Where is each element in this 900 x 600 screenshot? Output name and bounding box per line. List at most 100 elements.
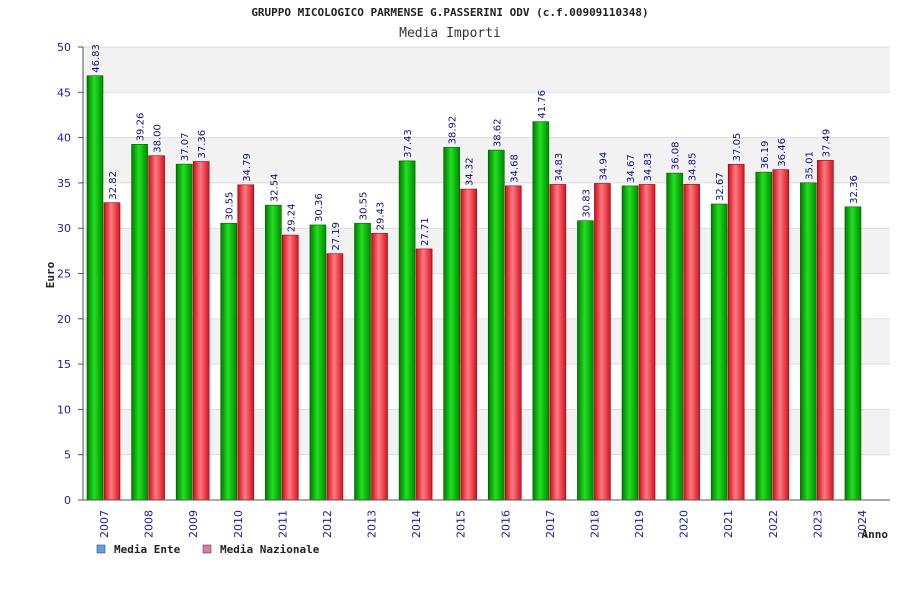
bar-ente-2016 (487, 149, 505, 501)
data-label-ente-2024: 32.36 (849, 175, 860, 204)
y-tick-label: 20 (57, 313, 71, 326)
x-tick-label-2024: 2024 (856, 510, 869, 538)
legend-swatch-nazionale (202, 544, 212, 554)
bars (86, 75, 862, 501)
data-label-ente-2019: 34.67 (626, 154, 637, 183)
bar-ente-2022 (755, 171, 773, 501)
bar-ente-2010 (220, 222, 238, 501)
data-label-ente-2010: 30.55 (225, 192, 236, 221)
bar-ente-2013 (354, 222, 371, 501)
y-tick-label: 50 (57, 41, 71, 54)
data-label-nazionale-2017: 34.83 (554, 153, 565, 182)
y-axis-label: Euro (44, 261, 57, 288)
x-tick-label-2019: 2019 (633, 510, 646, 538)
x-tick-label-2010: 2010 (232, 510, 245, 538)
bar-nazionale-2016 (504, 185, 522, 501)
x-tick-label-2015: 2015 (455, 510, 468, 538)
data-label-nazionale-2021: 37.05 (732, 133, 743, 162)
data-label-nazionale-2007: 32.82 (108, 171, 119, 200)
x-tick-label-2009: 2009 (187, 510, 200, 538)
bar-ente-2017 (532, 121, 550, 501)
data-label-ente-2012: 30.36 (314, 193, 325, 222)
legend-swatch-ente (96, 544, 106, 554)
chart-title: GRUPPO MICOLOGICO PARMENSE G.PASSERINI O… (251, 6, 648, 19)
x-tick-label-2013: 2013 (366, 510, 379, 538)
y-tick-label: 15 (57, 358, 71, 371)
bar-nazionale-2018 (594, 183, 611, 501)
data-label-nazionale-2015: 34.32 (465, 157, 476, 186)
y-tick-label: 5 (64, 449, 71, 462)
data-label-ente-2018: 30.83 (581, 189, 592, 218)
data-label-nazionale-2022: 36.46 (777, 138, 788, 167)
data-label-nazionale-2016: 34.68 (509, 154, 520, 183)
bar-nazionale-2022 (772, 169, 790, 501)
data-label-nazionale-2008: 38.00 (153, 124, 164, 153)
legend-label-nazionale: Media Nazionale (220, 543, 320, 556)
bar-ente-2018 (577, 220, 594, 501)
x-tick-label-2023: 2023 (811, 510, 824, 538)
bar-nazionale-2012 (326, 253, 344, 501)
x-tick-label-2007: 2007 (98, 510, 111, 538)
bar-nazionale-2013 (371, 233, 388, 501)
data-label-ente-2015: 38.92 (448, 116, 459, 145)
bar-nazionale-2007 (103, 202, 121, 501)
y-tick-label: 30 (57, 222, 71, 235)
y-tick-label: 10 (57, 403, 71, 416)
y-tick-label: 45 (57, 86, 71, 99)
bar-nazionale-2011 (282, 234, 299, 501)
bar-ente-2009 (175, 163, 193, 501)
bar-nazionale-2014 (415, 248, 433, 501)
x-tick-label-2016: 2016 (499, 510, 512, 538)
bar-ente-2020 (666, 172, 683, 501)
y-tick-label: 35 (57, 177, 71, 190)
legend-label-ente: Media Ente (114, 543, 181, 556)
data-label-ente-2017: 41.76 (537, 90, 548, 119)
data-label-ente-2011: 32.54 (269, 174, 280, 203)
y-tick-label: 40 (57, 132, 71, 145)
data-label-nazionale-2012: 27.19 (331, 222, 342, 251)
data-label-ente-2022: 36.19 (760, 140, 771, 169)
bar-ente-2012 (309, 224, 327, 501)
bar-nazionale-2019 (638, 184, 656, 501)
bar-nazionale-2021 (727, 164, 745, 501)
data-label-nazionale-2023: 37.49 (821, 129, 832, 158)
bar-nazionale-2010 (237, 184, 255, 501)
x-tick-label-2018: 2018 (588, 510, 601, 538)
bar-nazionale-2017 (549, 184, 567, 501)
x-axis-label: Anno (862, 528, 889, 541)
x-tick-label-2008: 2008 (143, 510, 156, 538)
x-tick-label-2022: 2022 (767, 510, 780, 538)
x-tick-label-2011: 2011 (276, 510, 289, 538)
data-label-ente-2009: 37.07 (180, 133, 191, 162)
x-tick-label-2017: 2017 (544, 510, 557, 538)
data-label-ente-2007: 46.83 (91, 44, 102, 73)
data-label-ente-2016: 38.62 (492, 118, 503, 147)
bar-ente-2008 (131, 144, 148, 501)
x-axis-ticks: 2007 2008 2009 2010 2011 2012 2013 2014 2015 2016… (98, 510, 869, 538)
bar-ente-2024 (844, 206, 862, 501)
data-label-nazionale-2018: 34.94 (598, 152, 609, 181)
data-label-ente-2013: 30.55 (359, 192, 370, 221)
data-label-nazionale-2009: 37.36 (197, 130, 208, 159)
data-label-nazionale-2014: 27.71 (420, 217, 431, 246)
x-tick-label-2014: 2014 (410, 510, 423, 538)
bar-nazionale-2015 (460, 188, 477, 501)
x-tick-label-2021: 2021 (722, 510, 735, 538)
bar-ente-2019 (621, 185, 639, 501)
data-labels: 46.83 32.82 39.26 38.00 37.07 37.36 30.55 34.79… (91, 44, 860, 251)
x-tick-label-2012: 2012 (321, 510, 334, 538)
bar-nazionale-2008 (148, 155, 165, 501)
data-label-nazionale-2010: 34.79 (242, 153, 253, 182)
bar-nazionale-2023 (817, 160, 834, 501)
data-label-nazionale-2013: 29.43 (376, 202, 387, 231)
y-tick-label: 0 (64, 494, 71, 507)
x-tick-label-2020: 2020 (678, 510, 691, 538)
bar-ente-2023 (800, 182, 817, 501)
grid-band (83, 47, 890, 93)
bar-ente-2014 (398, 160, 416, 501)
chart-subtitle: Media Importi (399, 26, 501, 41)
y-tick-label: 25 (57, 268, 71, 281)
data-label-ente-2021: 32.67 (715, 172, 726, 201)
bar-ente-2007 (86, 75, 104, 501)
